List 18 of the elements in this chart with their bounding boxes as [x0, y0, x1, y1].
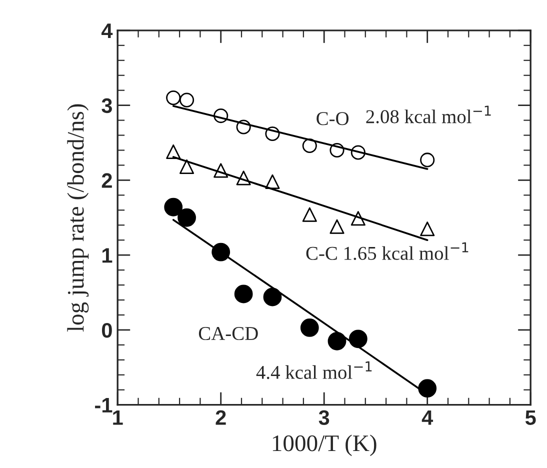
- x-tick-label: 3: [318, 410, 330, 426]
- annotation: 2.08 kcal mol$^{−1}$: [366, 106, 491, 124]
- annotation: C-C 1.65 kcal mol$^{−1}$: [306, 242, 468, 260]
- annotation: 4.4 kcal mol$^{−1}$: [256, 361, 372, 380]
- x-tick-label: 1: [113, 410, 123, 425]
- y-tick-label: 4: [101, 24, 113, 38]
- y-tick-label: 1: [102, 248, 112, 263]
- y-tick-label: 0: [102, 322, 112, 338]
- y-tick-label: 2: [102, 173, 112, 188]
- annotation: CA-CD: [198, 326, 258, 340]
- x-axis-title: 1000/T (K): [272, 434, 376, 456]
- y-axis-title: log jump rate (/bond/ns): [67, 104, 89, 332]
- x-tick-label: 5: [525, 410, 536, 425]
- y-tick-label: 3: [102, 98, 112, 114]
- annotation: C-O: [316, 112, 349, 126]
- y-tick-label: -1: [95, 398, 112, 412]
- x-tick-label: 2: [216, 410, 226, 425]
- x-tick-label: 4: [422, 410, 434, 425]
